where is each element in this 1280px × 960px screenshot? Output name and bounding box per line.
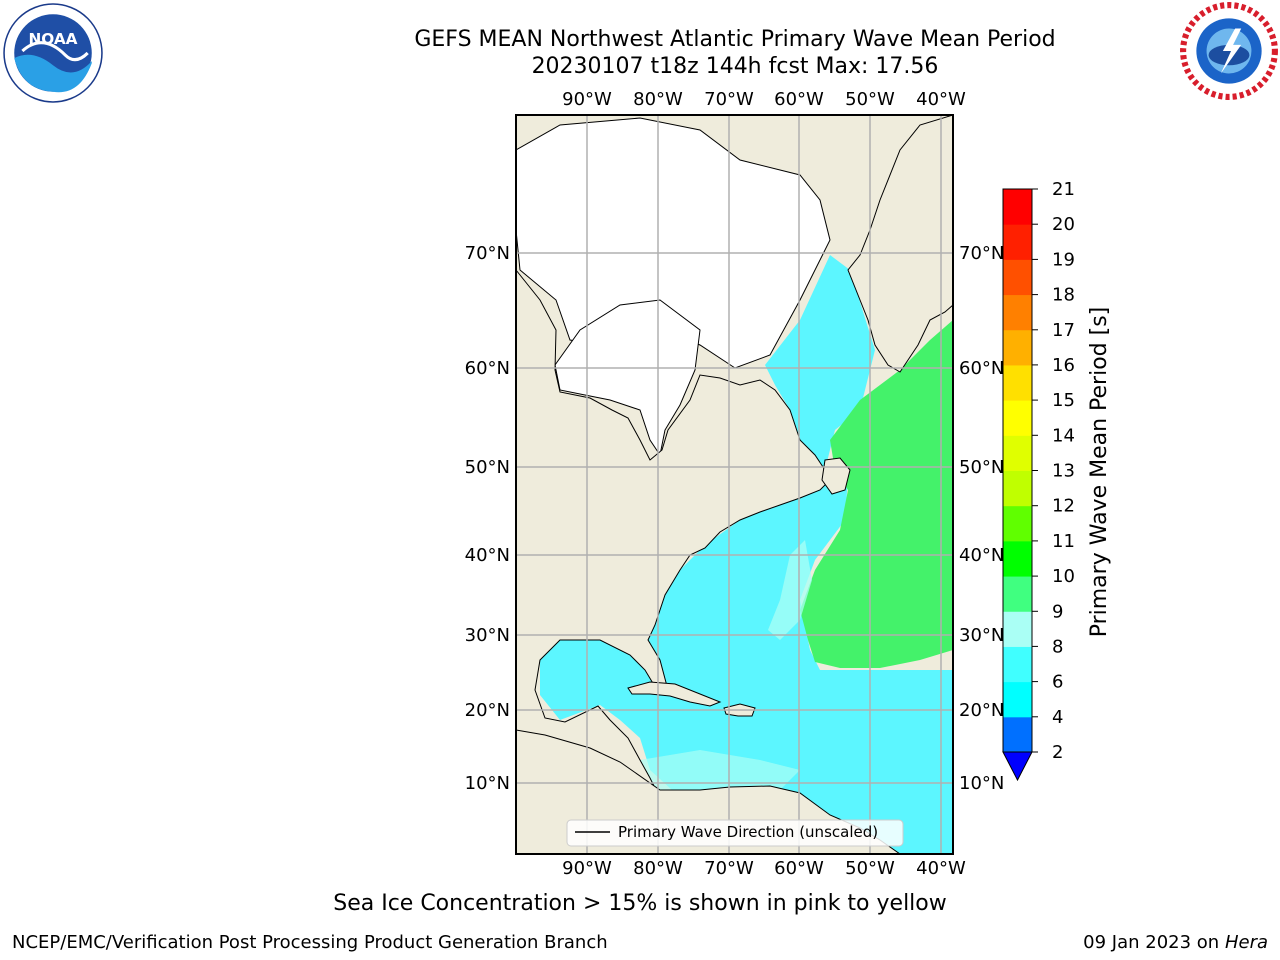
footer-host: Hera: [1224, 932, 1268, 953]
map-gridlines: [516, 115, 953, 854]
colorbar-swatch: [1003, 329, 1032, 366]
lon-label-bottom: 50°W: [845, 858, 895, 879]
lat-label-left: 60°N: [465, 358, 510, 379]
colorbar-swatch: [1003, 681, 1032, 718]
ice-region-arctic-archipelago: [516, 117, 831, 369]
colorbar-tick-label: 18: [1052, 285, 1075, 306]
colorbar-tick-label: 11: [1052, 531, 1075, 552]
colorbar-tick-label: 15: [1052, 390, 1075, 411]
lat-label-left: 50°N: [465, 457, 510, 478]
lat-label-left: 40°N: [465, 545, 510, 566]
map-frame: [515, 114, 954, 855]
colorbar-tick-label: 4: [1052, 707, 1063, 728]
nws-logo: [1180, 2, 1278, 100]
colorbar-ticks: 2 4 6 8 9 10 11 12 13 14 15 16 17 18 19 20 21: [1032, 179, 1075, 763]
lon-label-top: 80°W: [633, 89, 683, 110]
lon-label-top: 60°W: [774, 89, 824, 110]
lon-label-top: 90°W: [562, 89, 612, 110]
colorbar-swatch: [1003, 364, 1032, 401]
lat-label-right: 60°N: [959, 358, 1004, 379]
noaa-logo: NOAA: [3, 3, 103, 103]
lon-label-top: 50°W: [845, 89, 895, 110]
colorbar-swatch: [1003, 505, 1032, 542]
colorbar-tick-label: 14: [1052, 425, 1075, 446]
lat-label-right: 50°N: [959, 457, 1004, 478]
svg-text:NOAA: NOAA: [28, 30, 77, 48]
lat-label-right: 70°N: [959, 243, 1004, 264]
lon-label-bottom: 80°W: [633, 858, 683, 879]
colorbar-tick-label: 20: [1052, 214, 1075, 235]
colorbar: [1002, 188, 1033, 782]
colorbar-under-arrow: [1002, 751, 1033, 782]
map-legend-box: [566, 819, 904, 847]
ocean-fill-lightcyan-band: [768, 540, 812, 640]
lon-label-bottom: 90°W: [562, 858, 612, 879]
lon-label-bottom: 70°W: [704, 858, 754, 879]
colorbar-tick-label: 6: [1052, 672, 1063, 693]
colorbar-swatch: [1003, 646, 1032, 683]
map-legend-label: Primary Wave Direction (unscaled): [618, 823, 878, 841]
colorbar-swatch: [1003, 294, 1032, 331]
sea-ice-note: Sea Ice Concentration > 15% is shown in …: [333, 891, 947, 916]
lon-label-top: 70°W: [704, 89, 754, 110]
colorbar-swatch: [1003, 189, 1032, 225]
lat-label-left: 20°N: [465, 700, 510, 721]
colorbar-swatch: [1003, 716, 1032, 753]
map-title: GEFS MEAN Northwest Atlantic Primary Wav…: [414, 27, 1056, 52]
colorbar-swatch: [1003, 470, 1032, 507]
footer-date: 09 Jan 2023 on Hera: [1083, 932, 1268, 953]
ice-region-hudson-bay: [554, 299, 701, 457]
colorbar-tick-label: 17: [1052, 320, 1075, 341]
colorbar-label: Primary Wave Mean Period [s]: [1087, 307, 1112, 638]
lat-label-right: 20°N: [959, 700, 1004, 721]
lon-label-bottom: 40°W: [916, 858, 966, 879]
lat-label-left: 10°N: [465, 773, 510, 794]
lat-label-right: 10°N: [959, 773, 1004, 794]
footer-credit: NCEP/EMC/Verification Post Processing Pr…: [12, 932, 608, 953]
lat-label-left: 30°N: [465, 625, 510, 646]
colorbar-tick-label: 19: [1052, 249, 1075, 270]
colorbar-swatch: [1003, 259, 1032, 296]
colorbar-tick-label: 8: [1052, 636, 1063, 657]
land-cuba: [627, 681, 722, 707]
land-greenland: [847, 115, 953, 373]
colorbar-tick-label: 12: [1052, 496, 1075, 517]
lat-label-right: 30°N: [959, 625, 1004, 646]
colorbar-swatch: [1003, 400, 1032, 436]
colorbar-tick-label: 10: [1052, 566, 1075, 587]
colorbar-tick-label: 16: [1052, 355, 1075, 376]
colorbar-swatch: [1003, 224, 1032, 260]
lon-label-top: 40°W: [916, 89, 966, 110]
lat-label-right: 40°N: [959, 545, 1004, 566]
colorbar-tick-label: 9: [1052, 601, 1063, 622]
colorbar-swatch: [1003, 611, 1032, 647]
colorbar-tick-label: 2: [1052, 742, 1063, 763]
ocean-fill-green-east: [800, 320, 953, 668]
lat-label-left: 70°N: [465, 243, 510, 264]
colorbar-swatch: [1003, 576, 1032, 612]
colorbar-tick-label: 13: [1052, 461, 1075, 482]
footer-date-text: 09 Jan 2023 on: [1083, 932, 1225, 953]
lon-label-bottom: 60°W: [774, 858, 824, 879]
colorbar-swatch: [1003, 435, 1032, 471]
colorbar-swatch: [1003, 540, 1032, 577]
colorbar-tick-label: 21: [1052, 179, 1075, 200]
map-subtitle: 20230107 t18z 144h fcst Max: 17.56: [531, 54, 939, 79]
